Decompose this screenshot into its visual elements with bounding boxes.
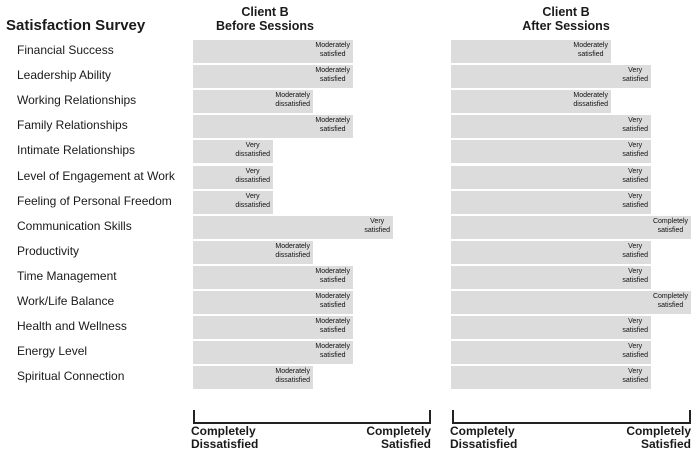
bar-data-label: Very dissatisfied [235,142,270,159]
panel-title-line: Client B [542,5,590,19]
category-label: Level of Engagement at Work [17,168,175,183]
bar: Very satisfied [451,190,651,214]
panel-title-line: Client B [241,5,289,19]
category-label: Time Management [17,268,117,283]
bar: Moderately satisfied [193,265,353,289]
bar: Very satisfied [451,265,651,289]
bar-data-label: Moderately dissatisfied [573,92,608,109]
bar-data-label: Very satisfied [622,142,648,159]
bar-data-label: Very dissatisfied [235,167,270,184]
category-label: Productivity [17,243,80,258]
bar-data-label: Very satisfied [622,343,648,360]
bar: Moderately dissatisfied [193,366,313,390]
bar-data-label: Moderately dissatisfied [275,368,310,385]
category-label: Health and Wellness [17,319,127,334]
bar-data-label: Very satisfied [622,167,648,184]
category-label: Financial Success [17,43,114,57]
bar: Moderately satisfied [193,291,353,314]
axis-max-label: Completely Satisfied [366,424,431,451]
bar-data-label: Very satisfied [622,242,648,259]
bar-data-label: Moderately satisfied [315,293,350,309]
chart-title: Satisfaction Survey [6,17,146,34]
bar: Moderately dissatisfied [451,90,611,114]
axis-max-label: Completely Satisfied [626,424,691,451]
category-label: Spiritual Connection [17,369,125,384]
bar-data-label: Moderately dissatisfied [275,92,310,109]
bar: Moderately satisfied [451,40,611,63]
bar: Moderately satisfied [193,40,353,63]
bar: Very satisfied [193,215,393,239]
bar: Very satisfied [451,366,651,390]
bar-data-label: Very satisfied [622,117,648,134]
bar: Moderately satisfied [193,115,353,139]
category-label: Leadership Ability [17,68,112,83]
axis-bracket [193,410,431,424]
bar: Very dissatisfied [193,140,273,164]
bar: Very satisfied [451,140,651,164]
bar: Very satisfied [451,341,651,365]
bar: Very satisfied [451,240,651,264]
category-label: Intimate Relationships [17,143,136,158]
bar: Very satisfied [451,65,651,89]
bar: Completely satisfied [451,215,691,239]
bar-data-label: Moderately satisfied [315,267,350,284]
category-label: Communication Skills [17,218,132,233]
category-label: Feeling of Personal Freedom [17,193,172,208]
bar: Very satisfied [451,165,651,189]
bar: Very satisfied [451,316,651,340]
panel-title: Client B Before Sessions [185,5,345,33]
bar: Very satisfied [451,115,651,139]
bar-data-label: Moderately dissatisfied [275,242,310,259]
bar-data-label: Moderately satisfied [315,67,350,84]
bar: Very dissatisfied [193,165,273,189]
bar: Moderately satisfied [193,341,353,365]
bar: Very dissatisfied [193,190,273,214]
axis-min-label: Completely Dissatisfied [450,424,518,451]
bar-data-label: Very satisfied [622,267,648,284]
panel-title-line: Before Sessions [216,19,314,33]
bar: Moderately dissatisfied [193,90,313,114]
bar-data-label: Very satisfied [364,217,390,234]
bar-data-label: Very satisfied [622,192,648,209]
bar-data-label: Moderately satisfied [573,42,608,58]
bar-data-label: Moderately satisfied [315,318,350,335]
bar-data-label: Moderately satisfied [315,117,350,134]
axis-min-label: Completely Dissatisfied [191,424,259,451]
bar-data-label: Very satisfied [622,67,648,84]
bar: Moderately dissatisfied [193,240,313,264]
bar-data-label: Completely satisfied [652,217,688,234]
bar: Completely satisfied [451,291,691,314]
panel-title: Client B After Sessions [486,5,646,33]
bar-data-label: Moderately satisfied [315,42,350,58]
category-label: Work/Life Balance [17,294,115,308]
category-label: Working Relationships [17,93,137,108]
axis-bracket [452,410,691,424]
bar-data-label: Very satisfied [622,368,648,385]
bar-data-label: Moderately satisfied [315,343,350,360]
bar: Moderately satisfied [193,316,353,340]
bar-data-label: Very dissatisfied [235,192,270,209]
bar-data-label: Very satisfied [622,318,648,335]
category-label: Family Relationships [17,118,128,133]
bar: Moderately satisfied [193,65,353,89]
panel-title-line: After Sessions [522,19,610,33]
bar-data-label: Completely satisfied [652,293,688,309]
category-label: Energy Level [17,344,88,359]
